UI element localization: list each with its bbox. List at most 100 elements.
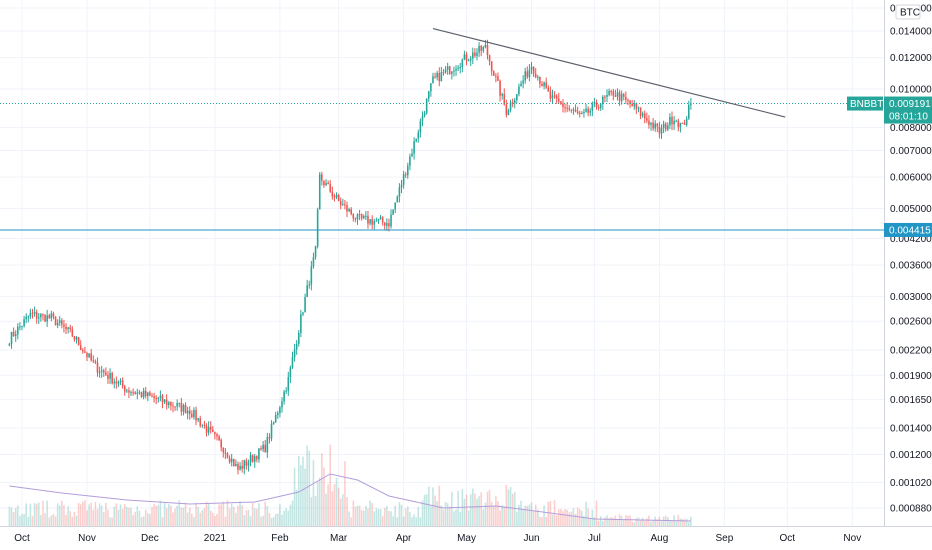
candle-body [673, 120, 675, 125]
volume-bar [354, 506, 357, 526]
candle-body [568, 108, 571, 110]
candle-body [394, 202, 397, 210]
candle-body [25, 316, 27, 320]
volume-bar [73, 511, 76, 526]
volume-bar [46, 500, 48, 526]
candle-body [396, 196, 399, 203]
volume-bar [690, 516, 692, 526]
volume-bar [448, 506, 451, 526]
candle-body [589, 110, 592, 113]
candle-body [528, 69, 531, 77]
candle-body [543, 82, 545, 86]
price-tick-label: 0.010000 [890, 85, 932, 96]
candle-body [342, 204, 344, 206]
volume-bar [207, 503, 210, 526]
candle-body [430, 83, 432, 92]
volume-bar [595, 500, 598, 526]
volume-bar [667, 517, 669, 526]
volume-bar [201, 510, 204, 526]
candle-body [407, 165, 409, 176]
time-axis[interactable]: Oct Nov Dec 2021 Feb Mar Apr May Jun Jul Aug Sep Oct… [0, 526, 932, 545]
candle-body [377, 218, 380, 221]
candle-body [610, 91, 612, 93]
candle-body [121, 380, 124, 387]
volume-bar [501, 505, 503, 526]
volume-bar [474, 493, 476, 526]
candle-body [17, 326, 19, 335]
candle-body [289, 367, 292, 378]
volume-bar [212, 512, 214, 526]
candle-body [453, 70, 455, 72]
volume-bar [421, 500, 424, 526]
candle-body [530, 66, 533, 70]
candle-body [285, 390, 287, 392]
volume-bar [440, 505, 443, 526]
candle-body [123, 386, 126, 392]
candle-body [675, 120, 677, 122]
volume-bar [658, 516, 661, 526]
candle-body [287, 377, 290, 391]
volume-bar [367, 508, 369, 526]
volume-bar [293, 467, 296, 526]
volume-bar [191, 513, 193, 526]
candle-body [413, 141, 415, 154]
price-tick-label: 0.002600 [890, 317, 932, 328]
candle-body [448, 66, 451, 74]
volume-bar [58, 505, 61, 526]
candle-body [486, 44, 489, 56]
candle-body [58, 320, 61, 323]
volume-bar [297, 456, 300, 526]
volume-bar [365, 505, 367, 526]
candle-body [604, 96, 606, 98]
candle-body [539, 76, 541, 84]
candle-body [339, 201, 342, 206]
volume-bar [562, 511, 564, 526]
candle-body [136, 392, 139, 394]
volume-bar [549, 501, 552, 526]
candle-body [245, 460, 248, 466]
volume-bar [218, 504, 220, 526]
volume-bar [427, 486, 430, 526]
candle-body [513, 100, 516, 103]
volume-bar [77, 502, 80, 526]
candle-body [570, 109, 573, 111]
volume-bar [52, 513, 55, 526]
candle-body [348, 209, 350, 212]
candle-body [537, 76, 539, 78]
candle-body [163, 399, 166, 403]
candle-body [277, 413, 279, 415]
volume-bar [534, 504, 537, 526]
candle-body [381, 217, 384, 223]
volume-bar [29, 503, 32, 526]
volume-bar [262, 515, 264, 526]
volume-bar [602, 520, 604, 526]
time-tick-label: Jun [523, 533, 539, 544]
time-tick-label: Oct [780, 533, 796, 544]
candle-body [690, 103, 692, 105]
volume-bar [302, 456, 304, 526]
descending-trendline [432, 27, 786, 118]
candle-body [463, 54, 466, 60]
candle-body [398, 187, 401, 197]
volume-bar [228, 508, 231, 526]
candle-body [438, 72, 441, 82]
candle-body [37, 317, 40, 319]
candle-body [564, 107, 566, 109]
candle-body [639, 107, 642, 116]
candle-body [432, 76, 434, 84]
candle-body [119, 380, 122, 382]
candle-body [459, 66, 462, 68]
volume-bar [165, 508, 168, 526]
volume-bar [572, 508, 575, 526]
volume-bar [618, 514, 621, 526]
volume-bar [488, 489, 491, 526]
currency-unit-box [895, 4, 921, 20]
volume-bar [96, 509, 99, 526]
candle-body [652, 122, 654, 129]
candle-body [390, 214, 392, 227]
candle-body [155, 398, 157, 400]
price-axis[interactable]: 0.0160000.0140000.0120000.0100000.008000… [884, 0, 932, 550]
volume-bar [14, 508, 17, 526]
volume-bar [574, 513, 577, 526]
